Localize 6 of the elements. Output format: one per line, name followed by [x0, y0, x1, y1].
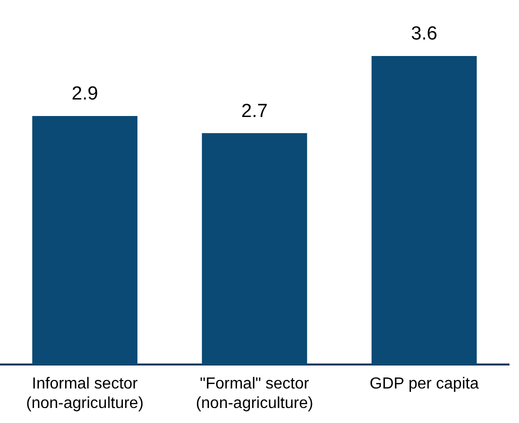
data-label: 3.6	[410, 24, 438, 45]
x-tick-label: Informal sector (non-agriculture)	[26, 376, 144, 412]
data-label: 2.9	[72, 84, 98, 105]
x-tick-label: GDP per capita	[370, 376, 479, 393]
x-tick-label: "Formal" sector (non-agriculture)	[196, 376, 314, 412]
data-label: 2.7	[241, 100, 268, 122]
